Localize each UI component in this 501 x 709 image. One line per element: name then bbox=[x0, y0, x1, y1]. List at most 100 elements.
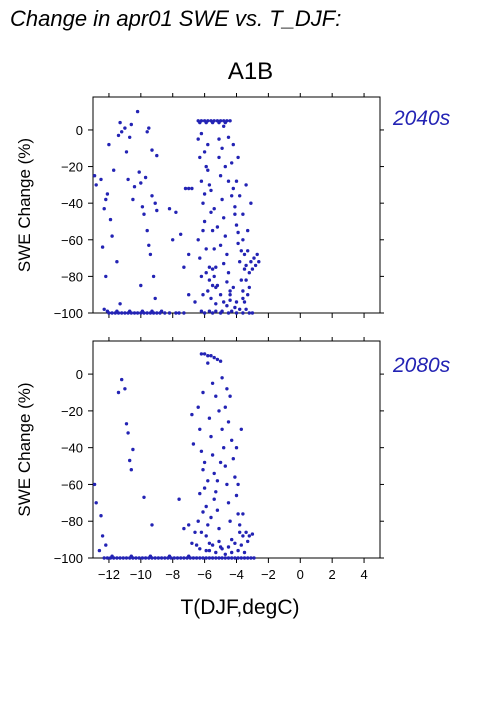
data-point bbox=[179, 556, 183, 560]
data-point bbox=[230, 161, 234, 165]
data-point bbox=[94, 183, 98, 187]
scenario-subtitle: A1B bbox=[227, 58, 274, 85]
data-point bbox=[207, 309, 212, 313]
data-point bbox=[218, 311, 223, 315]
data-point bbox=[222, 216, 226, 220]
data-point bbox=[137, 556, 141, 560]
data-point bbox=[218, 359, 223, 363]
data-point bbox=[234, 311, 239, 315]
data-point bbox=[250, 532, 255, 536]
data-point bbox=[172, 556, 176, 560]
y-tick-label: −60 bbox=[61, 477, 83, 492]
data-point bbox=[249, 201, 253, 205]
data-point bbox=[210, 381, 215, 385]
data-point bbox=[199, 274, 204, 279]
data-point bbox=[182, 526, 186, 531]
data-point bbox=[140, 309, 145, 313]
data-point bbox=[118, 556, 122, 560]
data-point bbox=[233, 541, 237, 545]
data-point bbox=[177, 497, 181, 501]
data-point bbox=[155, 153, 159, 158]
data-point bbox=[201, 201, 205, 205]
data-point bbox=[238, 523, 242, 527]
data-point bbox=[255, 252, 259, 257]
data-point bbox=[233, 205, 237, 209]
data-point bbox=[148, 554, 153, 558]
x-tick-label: 4 bbox=[360, 567, 367, 582]
data-point bbox=[217, 137, 221, 141]
data-point bbox=[104, 274, 108, 279]
data-point bbox=[198, 256, 202, 260]
data-point bbox=[252, 556, 256, 560]
page-title: Change in apr01 SWE vs. T_DJF: bbox=[10, 6, 342, 31]
data-point bbox=[120, 130, 124, 134]
data-point bbox=[210, 556, 215, 560]
data-point bbox=[236, 155, 240, 160]
data-point bbox=[226, 501, 231, 505]
data-point bbox=[228, 119, 232, 123]
data-point bbox=[199, 530, 204, 534]
data-point bbox=[153, 556, 157, 560]
data-point bbox=[131, 197, 135, 202]
data-point bbox=[163, 311, 167, 315]
data-point bbox=[215, 479, 220, 483]
data-point bbox=[222, 261, 226, 266]
data-point bbox=[99, 514, 103, 518]
data-point bbox=[143, 556, 148, 560]
data-point bbox=[202, 486, 207, 490]
period-label-2080s: 2080s bbox=[393, 354, 451, 377]
data-point bbox=[209, 434, 213, 439]
data-point bbox=[97, 548, 102, 553]
data-point bbox=[179, 232, 183, 236]
data-point bbox=[128, 309, 132, 313]
data-point bbox=[105, 192, 110, 196]
data-point bbox=[207, 278, 212, 282]
data-point bbox=[193, 300, 197, 304]
data-point bbox=[209, 188, 213, 193]
x-tick-label: −12 bbox=[98, 567, 120, 582]
data-point bbox=[115, 260, 119, 264]
data-point bbox=[129, 468, 133, 472]
data-point bbox=[202, 460, 207, 465]
data-point bbox=[105, 309, 110, 313]
data-point bbox=[182, 311, 186, 315]
data-point bbox=[171, 238, 175, 242]
data-point bbox=[194, 556, 199, 560]
data-point bbox=[128, 458, 132, 463]
data-point bbox=[223, 552, 227, 556]
data-point bbox=[214, 394, 218, 398]
data-point bbox=[191, 556, 196, 560]
y-axis-label-2080s: SWE Change (%) bbox=[15, 382, 34, 516]
data-point bbox=[230, 309, 234, 313]
data-point bbox=[236, 548, 240, 553]
y-axis-label-2040s: SWE Change (%) bbox=[15, 138, 34, 272]
data-point bbox=[153, 296, 157, 301]
data-point bbox=[242, 550, 247, 555]
data-point bbox=[135, 311, 140, 315]
data-point bbox=[233, 475, 237, 479]
data-point bbox=[210, 120, 215, 125]
data-point bbox=[167, 311, 172, 315]
y-tick-label: −40 bbox=[61, 196, 83, 211]
data-point bbox=[212, 274, 216, 279]
data-point bbox=[220, 556, 224, 560]
data-point bbox=[110, 234, 114, 238]
y-tick-label: −20 bbox=[61, 404, 83, 419]
data-point bbox=[228, 394, 232, 398]
data-point bbox=[239, 278, 243, 282]
y-tick-label: −20 bbox=[61, 160, 83, 175]
data-point bbox=[206, 361, 210, 365]
data-point bbox=[187, 186, 191, 191]
data-point bbox=[206, 142, 210, 147]
data-point bbox=[123, 311, 127, 315]
data-point bbox=[241, 212, 245, 216]
data-point bbox=[226, 311, 231, 315]
data-point bbox=[206, 289, 210, 293]
data-point bbox=[231, 285, 235, 290]
data-point bbox=[118, 120, 122, 125]
data-point bbox=[236, 241, 240, 246]
data-point bbox=[123, 126, 127, 130]
data-point bbox=[225, 387, 229, 391]
data-point bbox=[115, 309, 119, 313]
data-point bbox=[209, 210, 213, 214]
